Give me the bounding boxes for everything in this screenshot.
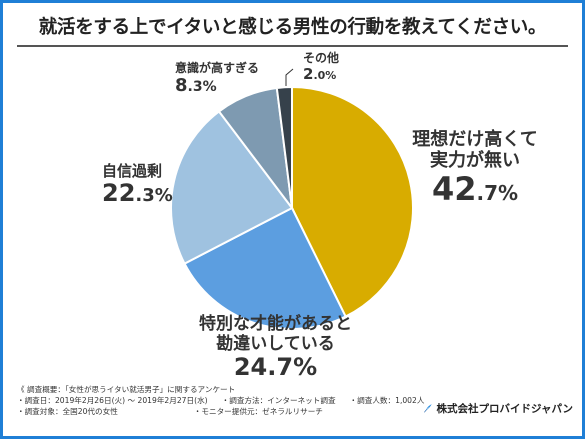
slice-overconfident [170,110,294,265]
survey-period: ・調査日：2019年2月26日(火) ～ 2019年2月27日(水) [17,396,208,405]
label-special-talent: 特別な才能があると 勘違いしている 24.7% [193,314,358,382]
company-name: 株式会社プロバイドジャパン [436,402,574,415]
slice-value: 8.3% [175,74,217,96]
slice-other [275,85,293,209]
slice-value: 22.3% [102,179,173,208]
slice-label-text: 実力が無い [430,149,520,171]
survey-overview: 《 調査概要：「女性が思うイタい就活男子」に関するアンケート ・調査日：2019… [17,384,437,417]
company-brand: 株式会社プロバイドジャパン [423,397,573,419]
survey-heading: 《 調査概要：「女性が思うイタい就活男子」に関するアンケート [17,385,236,394]
title-underline [17,45,568,47]
label-overconfident: 自信過剰 22.3% [102,162,182,208]
infographic-card: 就活をする上でイタいと感じる男性の行動を教えてください。 理想だけ高くて 実力が無… [3,3,582,436]
slice-value: 24.7% [233,353,318,382]
survey-provider: ・モニター提供元：ゼネラルリサーチ [193,407,323,416]
survey-method: ・調査方法：インターネット調査 [221,396,336,405]
survey-count: ・調査人数：1,002人 [349,396,425,405]
survey-target: ・調査対象：全国20代の女性 [17,407,118,416]
slice-label-text: 特別な才能があると [199,314,352,334]
slice-ideal-high [291,85,414,318]
pie-chart [170,68,414,330]
slice-special-talent [183,206,347,330]
feather-pen-icon [424,404,432,413]
slice-label-text: その他 [303,51,340,65]
label-other: その他 2.0% [303,51,363,83]
label-ideal-high: 理想だけ高くて 実力が無い 42.7% [400,129,550,209]
other-leader-line [285,68,294,86]
slice-value: 2.0% [303,64,337,83]
slice-label-text: 勘違いしている [216,333,335,354]
label-too-conscious: 意識が高すぎる 8.3% [175,61,285,96]
slice-value: 42.7% [431,170,519,209]
slice-label-text: 理想だけ高くて [412,129,538,150]
chart-title: 就活をする上でイタいと感じる男性の行動を教えてください。 [38,17,547,38]
slice-label-text: 自信過剰 [102,162,163,180]
slice-label-text: 意識が高すぎる [175,61,260,75]
